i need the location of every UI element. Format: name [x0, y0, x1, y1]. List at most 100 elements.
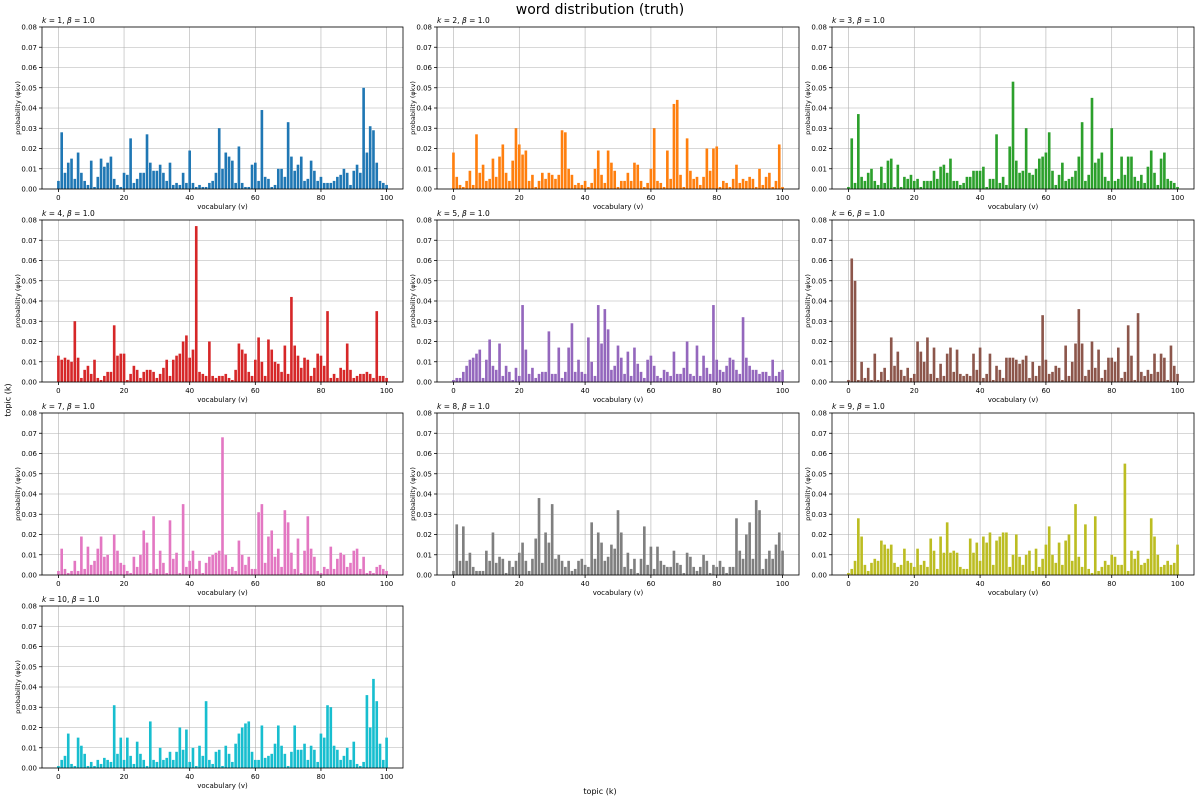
bar: [768, 375, 771, 382]
bar: [1084, 524, 1087, 575]
x-tick-label: 0: [846, 194, 850, 202]
subplot-9: 0.00 0.01 0.02 0.03 0.04 0.05 0.06 0.07 0.08 0 20 4…: [804, 402, 1195, 597]
bar: [178, 572, 182, 575]
bar: [514, 560, 518, 575]
bar: [280, 566, 283, 575]
bar: [718, 560, 722, 575]
bar: [932, 347, 936, 382]
bar: [547, 172, 551, 189]
bar: [132, 365, 136, 382]
bar: [96, 759, 100, 768]
y-axis-label: probability (φkv): [14, 467, 22, 521]
x-axis-label: vocabulary (v): [988, 396, 1039, 404]
bar: [1169, 564, 1173, 575]
bar: [962, 568, 965, 575]
bar: [619, 357, 623, 382]
bar: [76, 570, 80, 575]
bar: [692, 178, 696, 189]
bar: [221, 437, 224, 575]
bar: [1064, 540, 1067, 575]
bar: [748, 522, 751, 575]
bar: [593, 168, 597, 189]
bar: [577, 359, 580, 382]
bar: [547, 331, 551, 382]
bar: [903, 375, 906, 382]
bar: [1005, 184, 1008, 189]
x-tick-label: 100: [380, 580, 393, 588]
bar: [185, 566, 188, 575]
bar: [1034, 375, 1038, 382]
bar: [270, 186, 274, 189]
bar: [662, 369, 666, 382]
bar: [175, 751, 178, 768]
bar: [982, 536, 985, 575]
y-tick-label: 0.04: [811, 105, 827, 113]
bar: [916, 548, 919, 575]
y-tick-label: 0.00: [21, 186, 37, 194]
bar: [955, 552, 959, 575]
bar: [214, 377, 218, 382]
bar: [514, 128, 518, 189]
bar: [1103, 560, 1107, 575]
bar: [280, 371, 283, 382]
bar: [208, 556, 211, 575]
bar: [702, 176, 705, 189]
bar: [1163, 357, 1166, 382]
bar: [293, 170, 297, 189]
bar: [1136, 180, 1140, 189]
bar: [339, 759, 342, 768]
bar: [201, 373, 205, 382]
bar: [672, 351, 676, 382]
bar: [899, 369, 903, 382]
y-tick-label: 0.04: [811, 491, 827, 499]
bar: [560, 560, 564, 575]
bar: [1103, 176, 1107, 189]
bar: [896, 351, 900, 382]
bar: [345, 566, 349, 575]
x-tick-label: 80: [316, 194, 325, 202]
bar: [534, 186, 538, 189]
bar: [731, 359, 735, 382]
bar: [889, 158, 893, 189]
bar: [610, 544, 613, 575]
bar: [1031, 361, 1035, 382]
bar: [198, 560, 201, 575]
x-tick-label: 20: [120, 580, 129, 588]
bar: [352, 170, 356, 189]
y-tick-label: 0.04: [416, 105, 432, 113]
bar: [1153, 536, 1156, 575]
bar: [299, 156, 303, 189]
bar: [952, 550, 956, 575]
x-axis-label: vocabulary (v): [197, 203, 248, 211]
bar: [1077, 556, 1081, 575]
bar: [368, 570, 372, 575]
bar: [646, 564, 649, 575]
x-tick-label: 80: [1107, 580, 1116, 588]
bar: [162, 562, 165, 575]
bar: [362, 556, 365, 575]
bar: [267, 536, 270, 575]
bar: [1018, 556, 1021, 575]
bar: [313, 749, 316, 768]
bar: [544, 178, 547, 189]
bar: [129, 138, 132, 189]
bar: [1034, 168, 1038, 189]
bar: [313, 170, 316, 189]
bar: [247, 556, 251, 575]
bar: [893, 562, 896, 575]
bar: [188, 560, 191, 575]
bar: [208, 759, 211, 768]
bar: [280, 168, 283, 189]
bar: [66, 572, 70, 575]
bar: [93, 765, 96, 768]
bar: [365, 695, 369, 768]
bar: [478, 349, 482, 382]
bar: [1172, 365, 1176, 382]
bar: [188, 150, 191, 189]
bar: [774, 180, 778, 189]
y-tick-label: 0.01: [416, 551, 432, 559]
x-tick-label: 80: [712, 194, 721, 202]
bar: [926, 566, 929, 575]
bar: [1047, 132, 1051, 189]
bar: [96, 377, 100, 382]
